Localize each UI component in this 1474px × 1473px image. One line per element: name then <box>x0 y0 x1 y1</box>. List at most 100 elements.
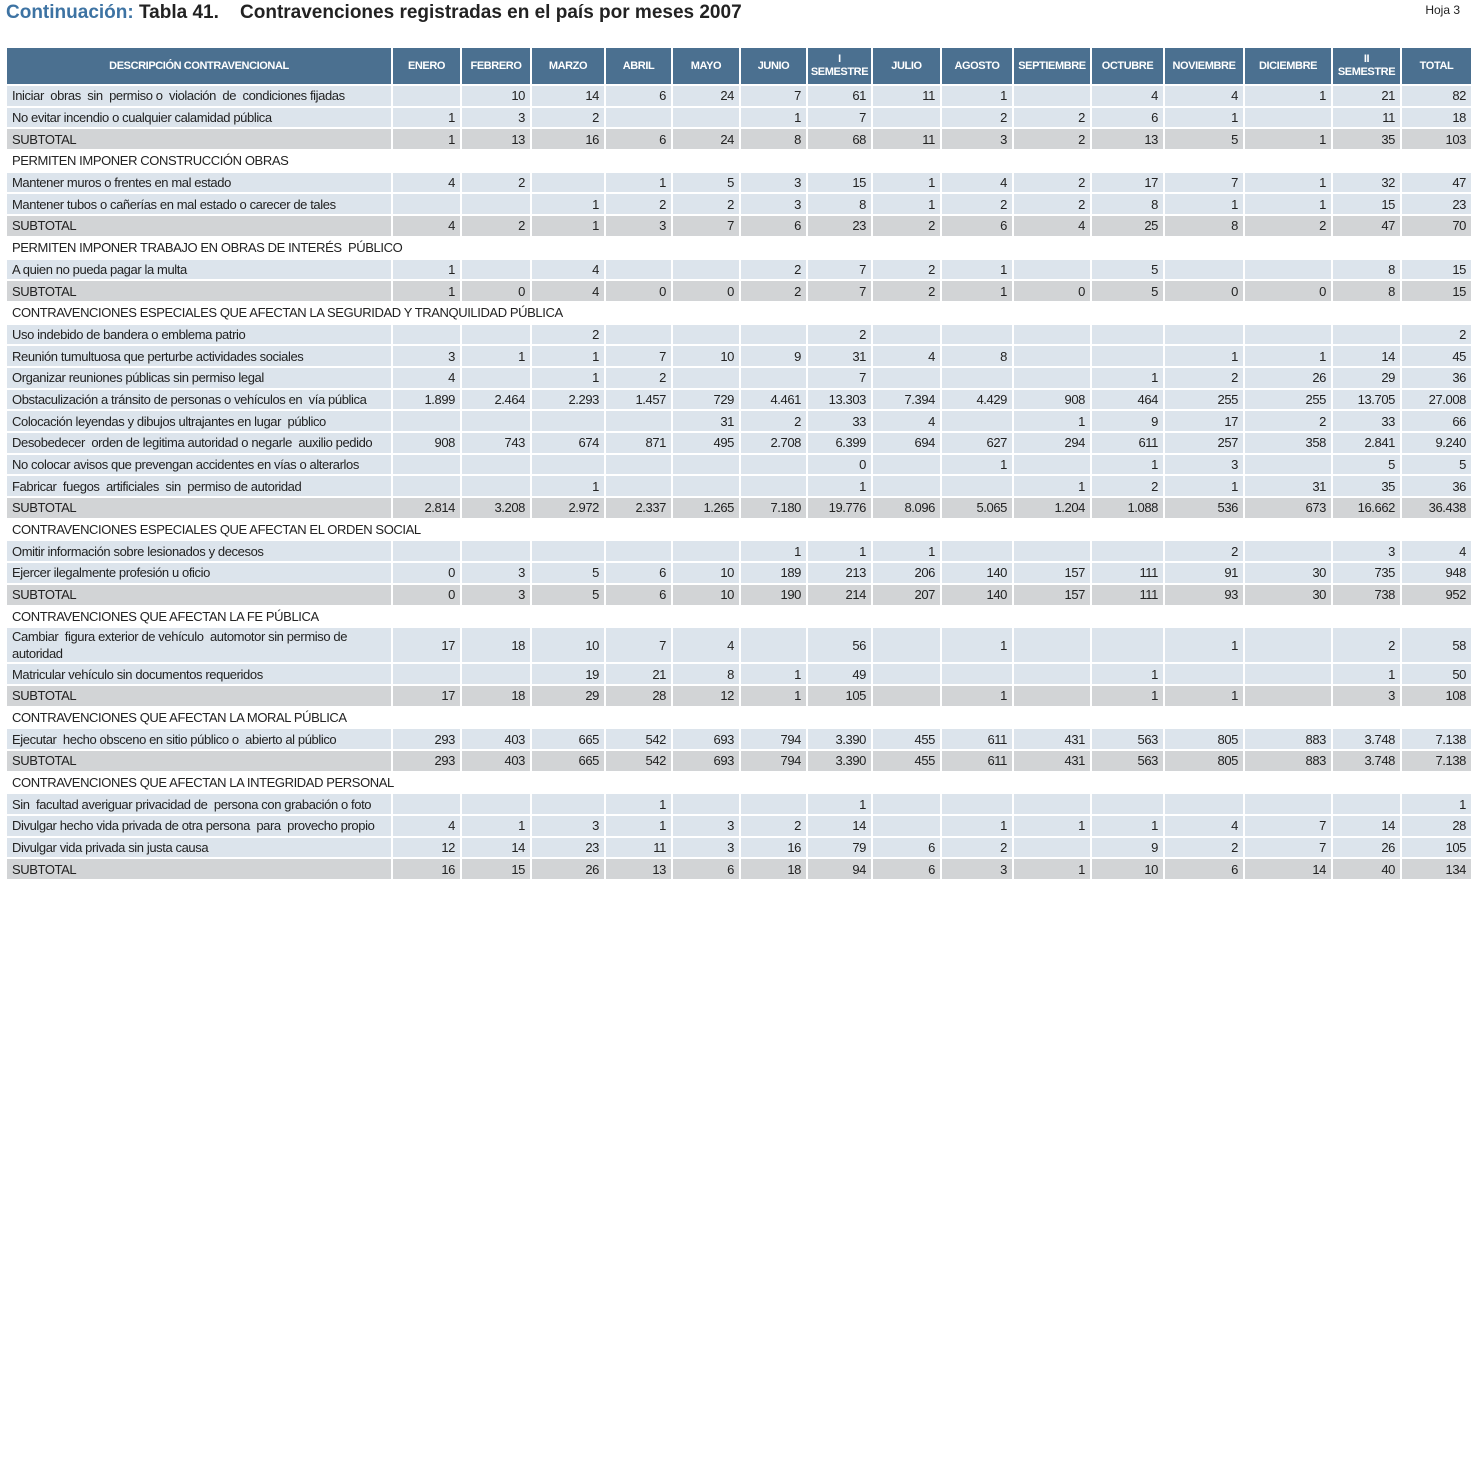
cell <box>1163 257 1245 282</box>
cell: 1 <box>1012 474 1092 499</box>
cell: 1 <box>460 344 532 368</box>
subtotal-row: SUBTOTAL 1 13 16 6 24 8 68 11 3 2 13 5 1 35 103 <box>5 127 1473 152</box>
cell: 7 <box>671 214 741 238</box>
cell: 91 <box>1163 561 1245 585</box>
cell: 2 <box>1012 192 1092 217</box>
row-label: Mantener tubos o cañerías en mal estado … <box>5 192 393 217</box>
cell: 1 <box>1243 84 1333 108</box>
data-row: Sin facultad averiguar privacidad de per… <box>5 792 1473 816</box>
cell: 11 <box>1331 105 1402 130</box>
row-label: No colocar avisos que prevengan accident… <box>5 452 393 477</box>
cell <box>1243 257 1333 282</box>
cell: 2 <box>1163 365 1245 390</box>
cell: 738 <box>1331 582 1402 607</box>
cell: 23 <box>806 214 873 238</box>
data-row: A quien no pueda pagar la multa 1 4 2 7 2 1 5 8 1… <box>5 257 1473 282</box>
cell <box>739 322 808 347</box>
cell <box>1243 105 1333 130</box>
cell: 1 <box>604 814 673 838</box>
cell <box>1163 792 1245 816</box>
cell: 7.394 <box>871 387 942 412</box>
cell: 8 <box>1331 257 1402 282</box>
cell <box>1331 792 1402 816</box>
cell: 4 <box>940 170 1014 195</box>
subtotal-row: SUBTOTAL 4 2 1 3 7 6 23 2 6 4 25 8 2 47 70 <box>5 214 1473 238</box>
column-header: FEBRERO <box>460 46 532 86</box>
cell: 1 <box>530 474 606 499</box>
cell: 3 <box>671 814 741 838</box>
section-row: PERMITEN IMPONER CONSTRUCCIÓN OBRAS <box>5 149 1473 173</box>
cell: 2.708 <box>739 431 808 455</box>
cell: 2 <box>739 409 808 433</box>
cell: 45 <box>1400 344 1473 368</box>
cell: 3 <box>460 105 532 130</box>
cell: 18 <box>1400 105 1473 130</box>
cell: 2 <box>1331 626 1402 665</box>
cell <box>739 452 808 477</box>
cell: 26 <box>1243 365 1333 390</box>
cell: 15 <box>1400 257 1473 282</box>
cell: 10 <box>671 582 741 607</box>
cell: 611 <box>940 748 1014 773</box>
row-label: SUBTOTAL <box>5 214 393 238</box>
cell: 883 <box>1243 748 1333 773</box>
cell: 103 <box>1400 127 1473 152</box>
cell: 2.293 <box>530 387 606 412</box>
cell: 16 <box>530 127 606 152</box>
row-label: Obstaculización a tránsito de personas o… <box>5 387 393 412</box>
cell: 18 <box>739 857 808 882</box>
cell: 50 <box>1400 662 1473 686</box>
cell: 7 <box>806 279 873 303</box>
row-label: SUBTOTAL <box>5 748 393 773</box>
column-header: I SEMESTRE <box>806 46 873 86</box>
cell: 61 <box>806 84 873 108</box>
cell <box>604 322 673 347</box>
cell: 1 <box>940 257 1014 282</box>
cell: 7 <box>739 84 808 108</box>
section-title: CONTRAVENCIONES QUE AFECTAN LA MORAL PÚB… <box>5 705 1473 730</box>
cell: 1 <box>1090 683 1165 708</box>
column-header: OCTUBRE <box>1090 46 1165 86</box>
cell <box>940 662 1014 686</box>
cell <box>671 257 741 282</box>
cell: 1 <box>391 127 462 152</box>
cell: 563 <box>1090 748 1165 773</box>
cell: 693 <box>671 748 741 773</box>
cell <box>1090 539 1165 564</box>
cell: 5 <box>671 170 741 195</box>
cell: 4 <box>1012 214 1092 238</box>
cell: 4.429 <box>940 387 1014 412</box>
cell: 108 <box>1400 683 1473 708</box>
cell <box>530 792 606 816</box>
cell: 4 <box>1163 84 1245 108</box>
cell: 11 <box>871 84 942 108</box>
cell: 871 <box>604 431 673 455</box>
cell: 542 <box>604 727 673 751</box>
row-label: No evitar incendio o cualquier calamidad… <box>5 105 393 130</box>
sheet-label: Hoja 3 <box>1425 3 1460 17</box>
row-label: SUBTOTAL <box>5 127 393 152</box>
cell <box>940 474 1014 499</box>
cell: 2 <box>1400 322 1473 347</box>
cell <box>671 539 741 564</box>
cell: 157 <box>1012 561 1092 585</box>
cell: 431 <box>1012 727 1092 751</box>
cell: 190 <box>739 582 808 607</box>
cell: 536 <box>1163 496 1245 520</box>
cell: 18 <box>460 626 532 665</box>
cell: 19.776 <box>806 496 873 520</box>
cell <box>1163 322 1245 347</box>
cell: 1 <box>1163 105 1245 130</box>
row-label: Divulgar vida privada sin justa causa <box>5 835 393 860</box>
cell: 1 <box>1090 662 1165 686</box>
cell: 189 <box>739 561 808 585</box>
cell: 4 <box>1163 814 1245 838</box>
column-header: JUNIO <box>739 46 808 86</box>
cell: 82 <box>1400 84 1473 108</box>
cell: 35 <box>1331 127 1402 152</box>
cell <box>1090 626 1165 665</box>
cell: 8 <box>806 192 873 217</box>
cell: 13.303 <box>806 387 873 412</box>
cell: 6 <box>671 857 741 882</box>
